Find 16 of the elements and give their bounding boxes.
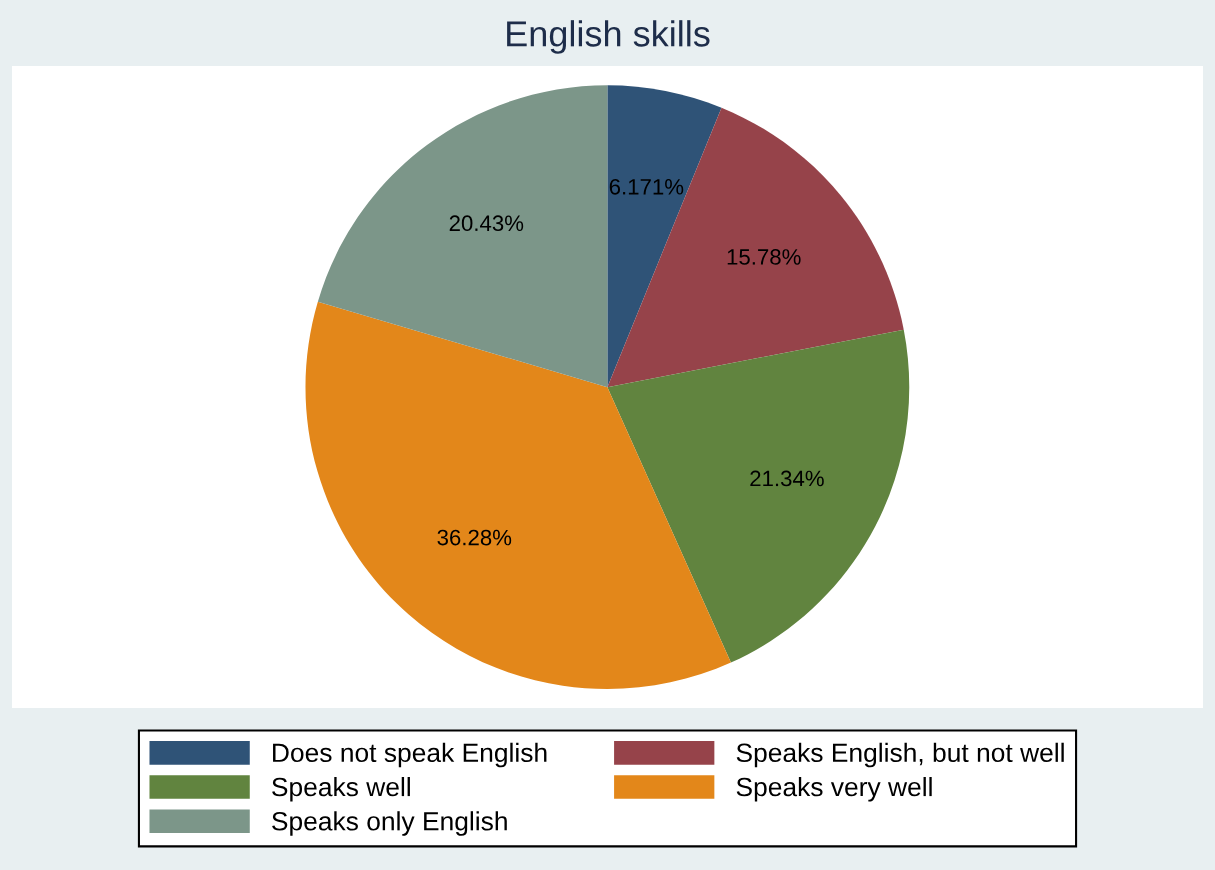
data-label: 36.28% (437, 529, 512, 546)
pie-slice (305, 301, 731, 690)
pie-slice (317, 85, 608, 388)
pie-slice (607, 107, 904, 388)
data-label: 21.34% (750, 470, 824, 487)
legend-label: Speaks well (272, 776, 410, 802)
data-label: 20.43% (449, 215, 524, 232)
legend-label: Speaks only English (272, 811, 507, 836)
data-label: 6.171% (609, 178, 684, 195)
chart-title: English skills (507, 20, 710, 54)
pie-slice (607, 85, 722, 388)
legend-label: Does not speak English (273, 742, 547, 768)
data-label: 15.78% (727, 249, 801, 265)
pie-slice (607, 329, 910, 663)
legend-label: Speaks English, but not well (736, 742, 1064, 768)
legend-label: Speaks very well (736, 776, 932, 802)
